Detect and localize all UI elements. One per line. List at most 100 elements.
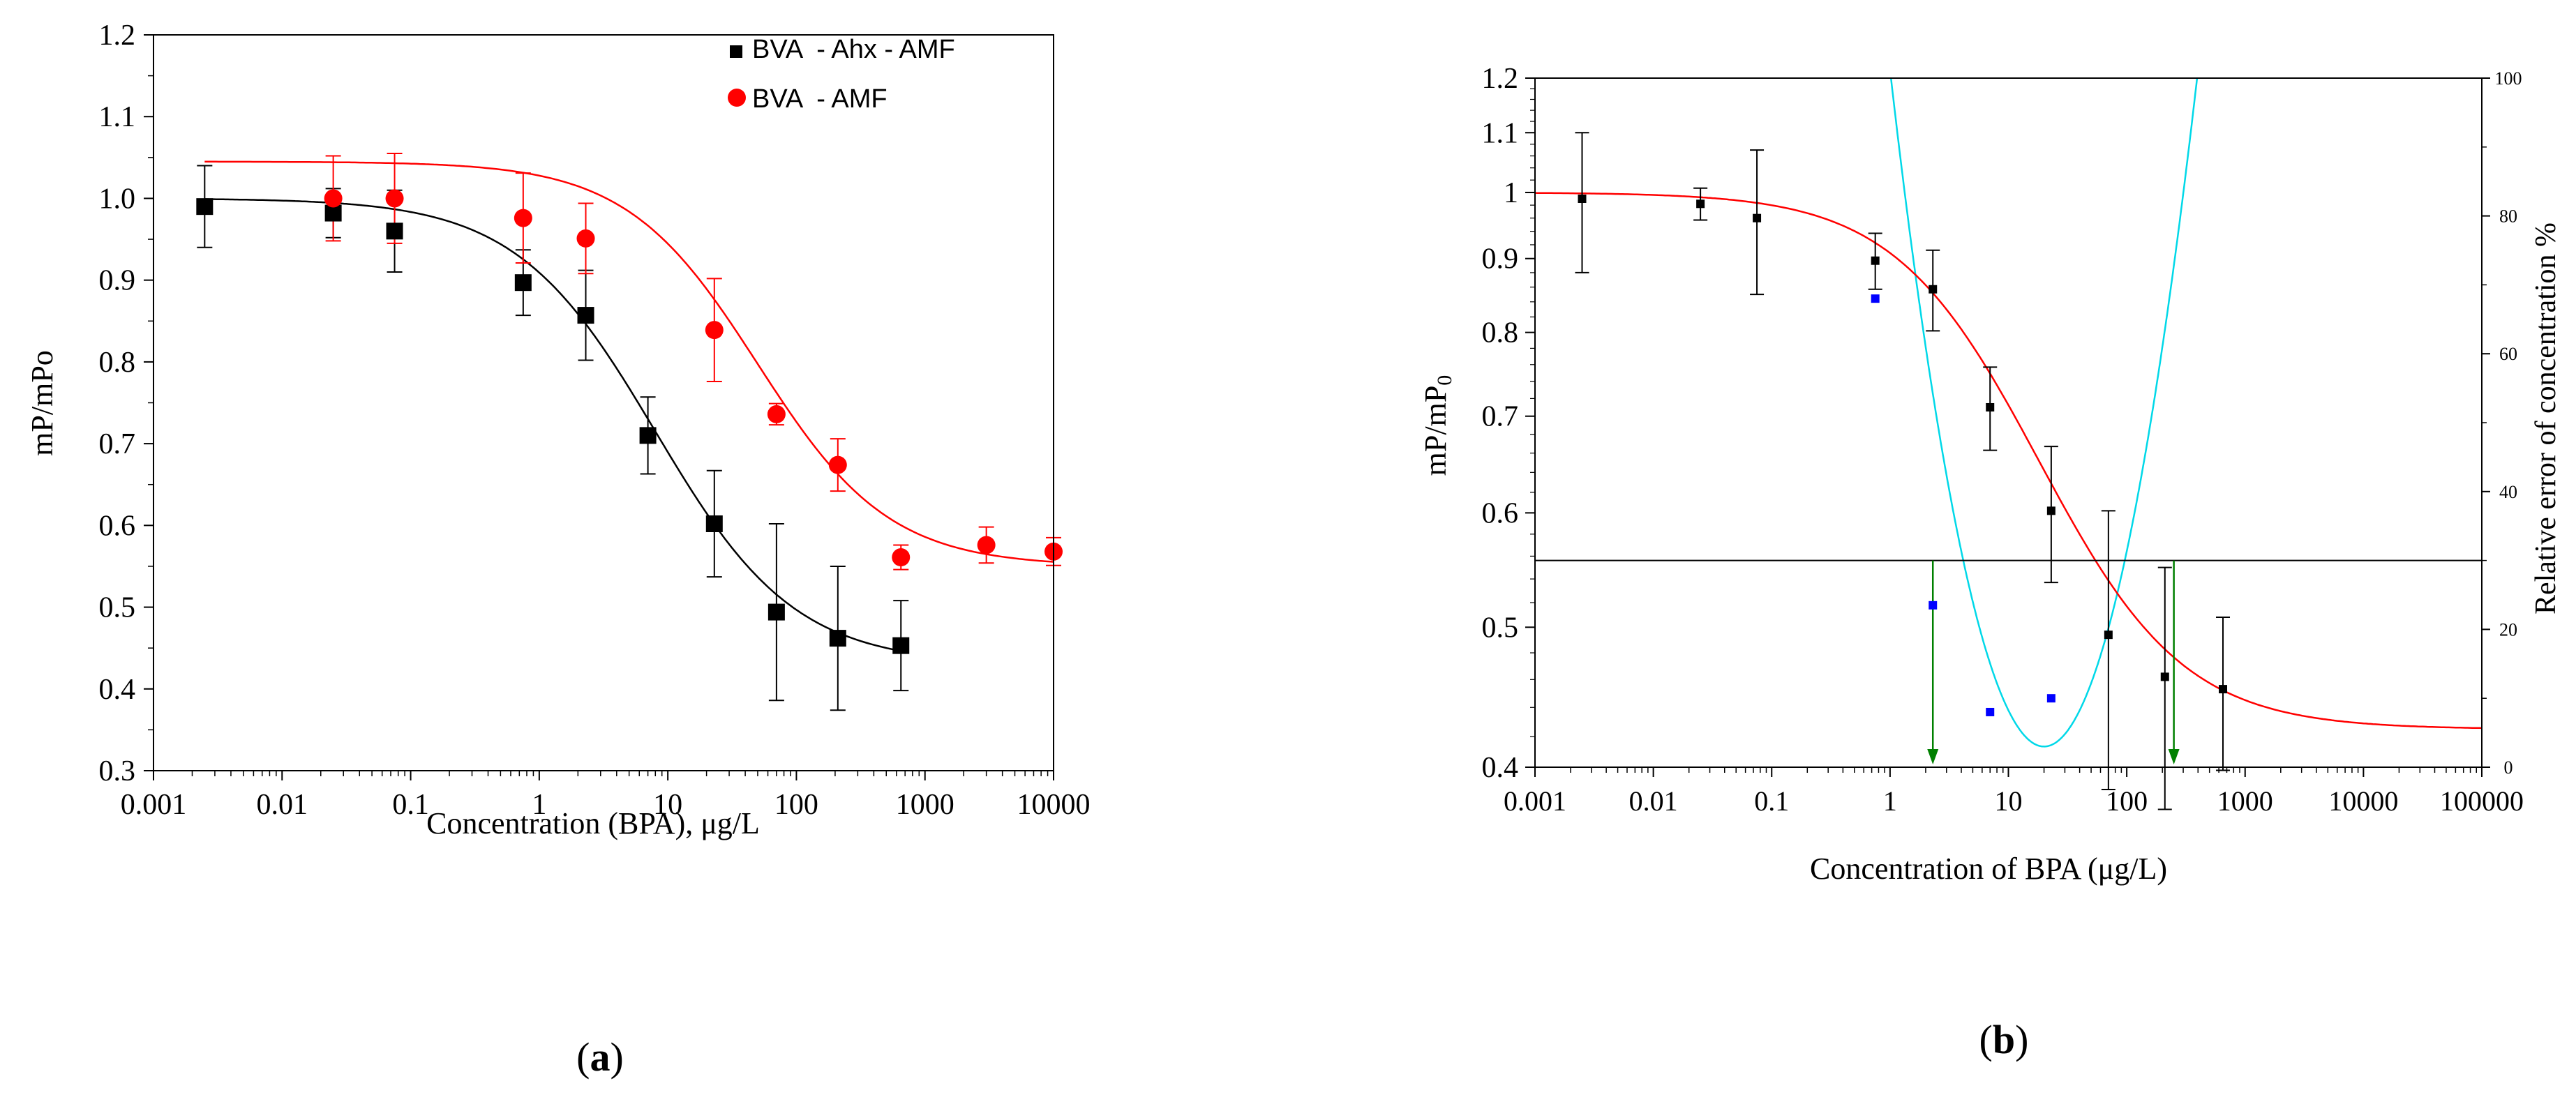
y-tick-label: 0.3 bbox=[99, 755, 136, 787]
y-tick-label: 0.8 bbox=[99, 347, 136, 379]
panel-a-plot-frame bbox=[153, 34, 1054, 771]
data-point-bva-amf bbox=[977, 536, 996, 554]
data-point-relative-error bbox=[2046, 694, 2055, 703]
y-tick-label: 0.6 bbox=[99, 510, 136, 542]
y-tick-label: 1.1 bbox=[99, 101, 136, 133]
data-point-bva-ahx-amf bbox=[196, 198, 214, 216]
data-point-mp bbox=[1578, 195, 1587, 204]
data-point-mp bbox=[1986, 402, 1995, 411]
data-point-mp bbox=[2046, 506, 2055, 515]
y-tick-label: 0.9 bbox=[99, 265, 136, 297]
y-tick-label: 1 bbox=[1504, 177, 1518, 209]
y-tick-label: 0.4 bbox=[99, 674, 136, 706]
x-tick-label: 10 bbox=[653, 789, 682, 821]
data-point-bva-ahx-amf bbox=[639, 427, 657, 444]
data-point-bva-ahx-amf bbox=[767, 603, 785, 621]
x-tick-label: 1000 bbox=[2217, 785, 2273, 817]
y-tick-label: 1.2 bbox=[1482, 63, 1519, 95]
x-tick-label: 10000 bbox=[2328, 785, 2398, 817]
data-point-relative-error bbox=[1986, 707, 1995, 716]
data-point-bva-ahx-amf bbox=[705, 515, 723, 532]
y-tick-label: 0.7 bbox=[99, 428, 136, 460]
panel-a-letter: a bbox=[590, 1034, 611, 1080]
y2-tick-label: 60 bbox=[2499, 344, 2517, 364]
working-range-arrow-head bbox=[2168, 749, 2180, 764]
y-tick-label: 0.8 bbox=[1482, 317, 1519, 349]
x-tick-label: 10000 bbox=[1017, 789, 1091, 821]
y2-tick-label: 20 bbox=[2499, 619, 2517, 640]
panel-a-legend: BVA - Ahx - AMF BVA - AMF bbox=[728, 35, 955, 114]
y-tick-label: 0.5 bbox=[99, 592, 136, 624]
fit-curve-bva-ahx-amf bbox=[204, 198, 901, 652]
panel-a-data bbox=[196, 152, 1063, 711]
x-tick-label: 100000 bbox=[2440, 785, 2524, 817]
y2-tick-label: 40 bbox=[2499, 482, 2517, 502]
x-tick-label: 1 bbox=[532, 789, 546, 821]
x-tick-label: 0.1 bbox=[392, 789, 429, 821]
data-point-bva-ahx-amf bbox=[514, 274, 532, 292]
panel-a-label: (a) bbox=[576, 1034, 624, 1080]
panel-a-y-axis-title: mP/mPo bbox=[25, 350, 59, 456]
panel-b-plot-frame bbox=[1534, 77, 2483, 768]
data-point-bva-ahx-amf bbox=[577, 307, 594, 324]
panel-b-data bbox=[1535, 78, 2482, 810]
panel-b-y2-axis-title: Relative error of concentration % bbox=[2530, 222, 2562, 614]
x-tick-label: 0.1 bbox=[1754, 785, 1789, 817]
data-point-bva-amf bbox=[576, 229, 595, 248]
data-point-bva-amf bbox=[892, 548, 911, 567]
data-point-relative-error bbox=[1871, 294, 1880, 303]
y-tick-label: 0.4 bbox=[1482, 752, 1519, 784]
y-tick-label: 1.2 bbox=[99, 20, 136, 52]
panel-b-y-axis-title: mP/mP0 bbox=[1418, 375, 1456, 476]
data-point-bva-amf bbox=[514, 209, 532, 227]
data-point-bva-ahx-amf bbox=[324, 204, 342, 222]
data-point-bva-ahx-amf bbox=[892, 637, 910, 654]
data-point-bva-amf bbox=[705, 321, 724, 340]
x-tick-label: 1 bbox=[1883, 785, 1897, 817]
data-point-mp bbox=[2160, 672, 2169, 681]
y-tick-label: 0.6 bbox=[1482, 497, 1519, 529]
x-tick-label: 0.01 bbox=[257, 789, 308, 821]
panel-a: 0.001 0.01 0.1 1 10 100 1000 10000 0.3 0.4 0.5 0.6 0… bbox=[25, 20, 1091, 1080]
panel-b-x-axis-title: Concentration of BPA (μg/L) bbox=[1810, 852, 2167, 886]
data-point-bva-amf bbox=[767, 405, 786, 423]
y-tick-label: 0.9 bbox=[1482, 243, 1519, 275]
panel-b-y-axis-title-main: mP/mP bbox=[1418, 386, 1453, 476]
y-tick-label: 0.7 bbox=[1482, 401, 1519, 433]
legend-marker-bva-ahx-amf bbox=[730, 45, 742, 58]
x-tick-label: 0.01 bbox=[1629, 785, 1678, 817]
legend-marker-bva-amf bbox=[728, 89, 746, 107]
x-tick-label: 100 bbox=[2106, 785, 2148, 817]
panel-b-letter: b bbox=[1993, 1017, 2015, 1062]
fit-curve-bva-amf bbox=[204, 160, 1054, 563]
x-tick-label: 0.001 bbox=[121, 789, 187, 821]
legend-label-bva-amf: BVA - AMF bbox=[752, 84, 888, 114]
panel-b-label: (b) bbox=[1979, 1017, 2029, 1062]
panel-b: 0.001 0.01 0.1 1 10 100 1000 10000 1000000.40.50… bbox=[1418, 63, 2562, 1062]
panel-a-x-axis-title: Concentration (BPA), μg/L bbox=[426, 806, 760, 840]
data-point-mp bbox=[1753, 213, 1762, 222]
y-tick-label: 1.1 bbox=[1482, 117, 1519, 149]
y2-tick-label: 100 bbox=[2495, 68, 2522, 89]
panel-b-axes: 0.001 0.01 0.1 1 10 100 1000 10000 1000000.40.50… bbox=[1482, 63, 2524, 817]
data-point-mp bbox=[1871, 256, 1880, 265]
working-range-arrow-head bbox=[1927, 749, 1939, 764]
data-point-relative-error bbox=[1929, 601, 1938, 610]
panel-a-axes: 0.001 0.01 0.1 1 10 100 1000 10000 0.3 0.4 0.5 0.6 0… bbox=[99, 20, 1091, 821]
x-tick-label: 1000 bbox=[896, 789, 954, 821]
data-point-bva-ahx-amf bbox=[829, 630, 846, 647]
y2-tick-label: 80 bbox=[2499, 206, 2517, 227]
x-tick-label: 10 bbox=[1995, 785, 2023, 817]
data-point-mp bbox=[1929, 285, 1938, 294]
panel-b-y-axis-title-sub: 0 bbox=[1433, 375, 1456, 386]
fit-curve-mp bbox=[1535, 192, 2482, 730]
data-point-mp bbox=[1696, 199, 1705, 209]
y2-tick-label: 0 bbox=[2504, 757, 2513, 778]
data-point-bva-ahx-amf bbox=[386, 222, 403, 240]
data-point-bva-amf bbox=[828, 455, 847, 474]
data-point-mp bbox=[2219, 685, 2228, 694]
legend-label-bva-ahx-amf: BVA - Ahx - AMF bbox=[752, 35, 955, 64]
data-point-bva-amf bbox=[324, 189, 343, 208]
y-tick-label: 1.0 bbox=[99, 183, 136, 215]
